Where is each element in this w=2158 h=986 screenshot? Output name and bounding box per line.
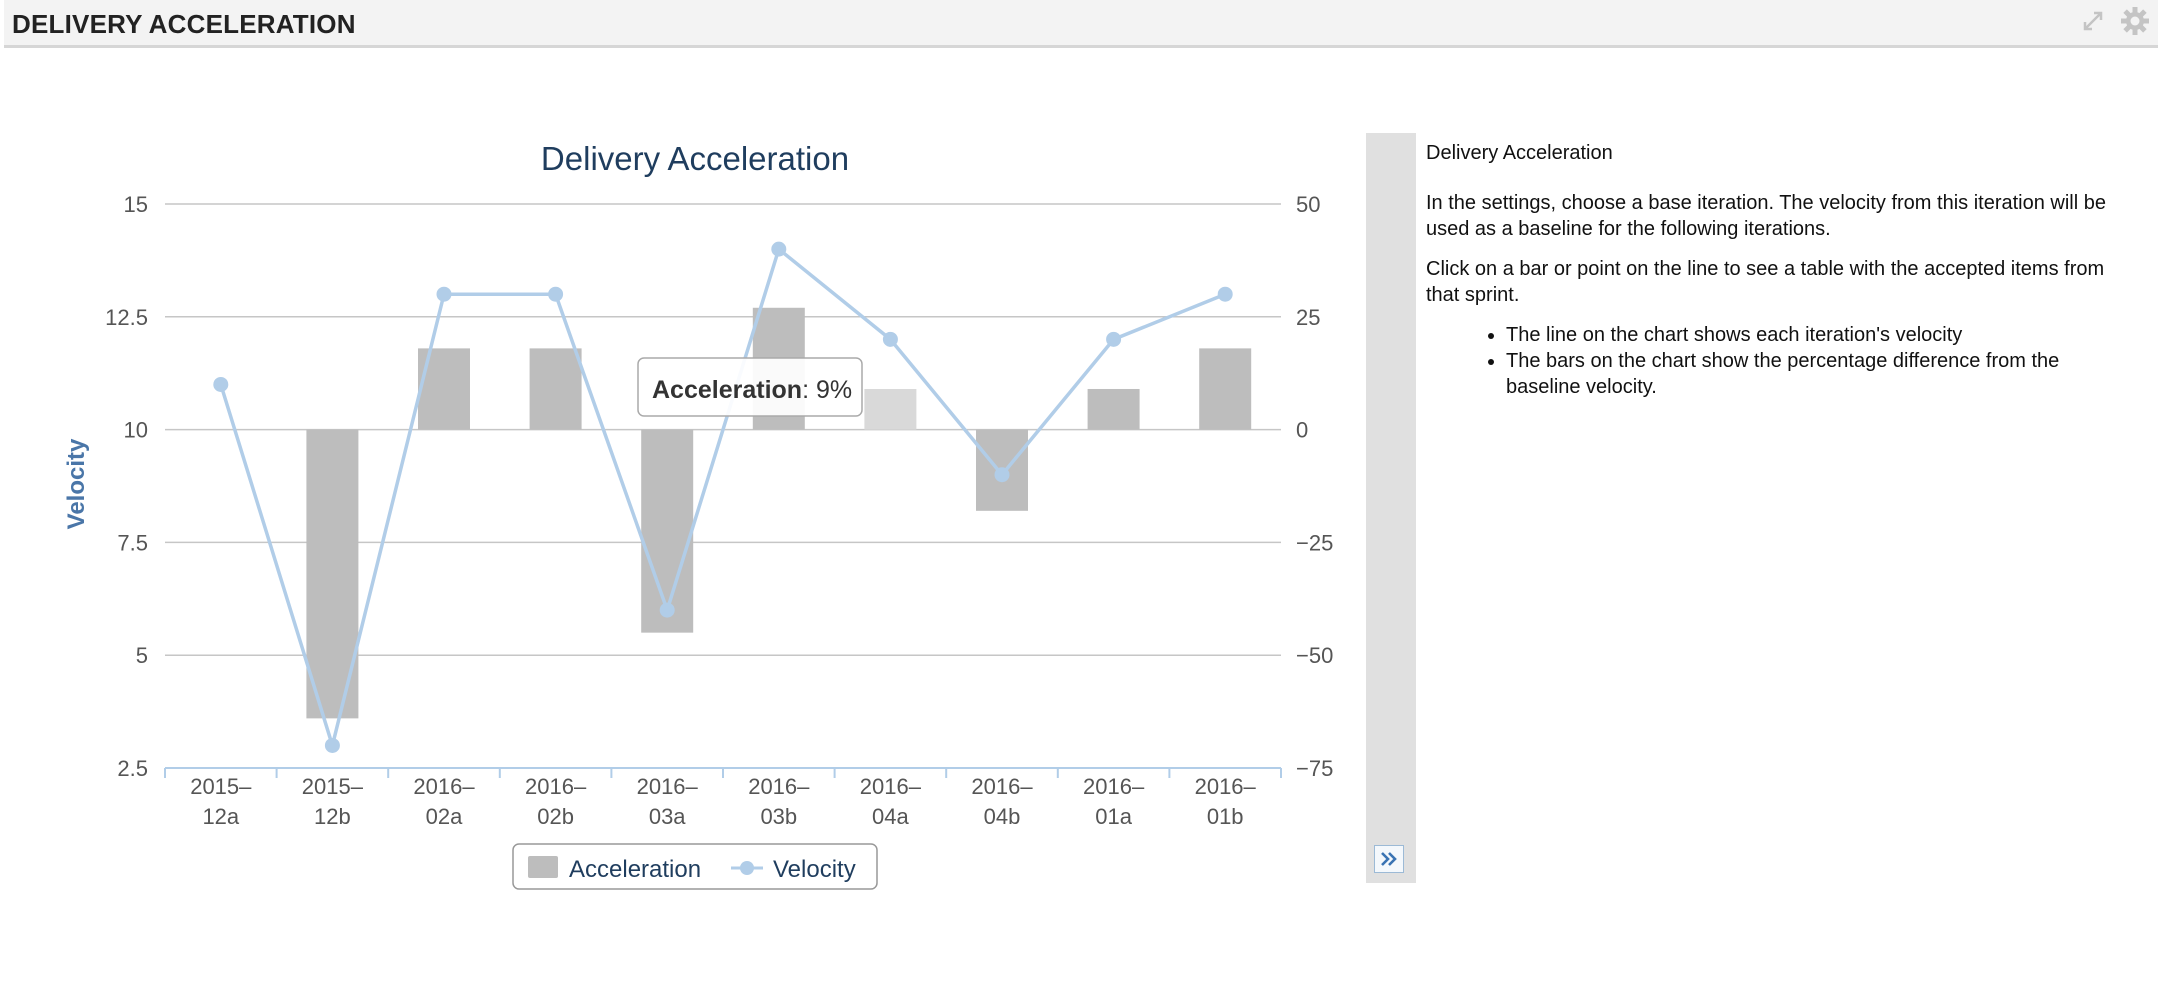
y-right-tick-label: 25 bbox=[1296, 305, 1320, 330]
legend-marker-velocity bbox=[740, 861, 754, 875]
velocity-point[interactable] bbox=[324, 737, 340, 753]
x-tick-label: 2016– bbox=[1083, 774, 1145, 799]
x-tick-label: 2016– bbox=[1195, 774, 1257, 799]
x-tick-label: 02a bbox=[426, 804, 463, 829]
velocity-point[interactable] bbox=[882, 331, 898, 347]
legend-item-acceleration[interactable]: Acceleration bbox=[528, 856, 701, 883]
y-left-tick-label: 10 bbox=[124, 418, 148, 443]
velocity-point[interactable] bbox=[659, 602, 675, 618]
x-tick-label: 04a bbox=[872, 804, 909, 829]
x-tick-label: 03a bbox=[649, 804, 686, 829]
x-tick-label: 2016– bbox=[525, 774, 587, 799]
legend-item-velocity[interactable]: Velocity bbox=[731, 856, 856, 883]
legend-box bbox=[512, 843, 878, 890]
help-panel: Delivery Acceleration In the settings, c… bbox=[1426, 140, 2126, 400]
acceleration-bar[interactable] bbox=[864, 388, 917, 430]
legend: Acceleration Velocity bbox=[512, 843, 878, 890]
y-right-tick-label: −25 bbox=[1296, 530, 1333, 555]
tooltip-text: Acceleration: 9% bbox=[652, 376, 852, 404]
app-title: DELIVERY ACCELERATION bbox=[12, 9, 356, 39]
help-bullet: The bars on the chart show the percentag… bbox=[1506, 348, 2126, 400]
acceleration-bar[interactable] bbox=[1199, 348, 1252, 430]
acceleration-bar[interactable] bbox=[1087, 388, 1140, 430]
velocity-point[interactable] bbox=[994, 467, 1010, 483]
velocity-point[interactable] bbox=[1217, 286, 1233, 302]
help-bullet: The line on the chart shows each iterati… bbox=[1506, 322, 2126, 348]
x-tick-label: 2015– bbox=[302, 774, 364, 799]
velocity-point[interactable] bbox=[771, 241, 787, 257]
legend-label-acceleration: Acceleration bbox=[569, 856, 701, 883]
velocity-line bbox=[219, 246, 1226, 752]
help-bullet-list: The line on the chart shows each iterati… bbox=[1426, 322, 2126, 400]
velocity-point[interactable] bbox=[213, 376, 229, 392]
velocity-point[interactable] bbox=[548, 286, 564, 302]
help-paragraph: In the settings, choose a base iteration… bbox=[1426, 192, 2106, 240]
velocity-line-series bbox=[213, 241, 1233, 753]
y-right-tick-label: −50 bbox=[1296, 643, 1333, 668]
x-tick-label: 03b bbox=[760, 804, 797, 829]
tooltip-box bbox=[637, 357, 863, 417]
x-tick-label: 12b bbox=[314, 804, 351, 829]
y-left-tick-label: 15 bbox=[124, 192, 148, 217]
tooltip-series: Acceleration bbox=[652, 376, 802, 404]
side-panel-rail bbox=[1366, 133, 1416, 883]
tooltip-value: 9% bbox=[816, 376, 852, 404]
y-right-tick-label: −75 bbox=[1296, 756, 1333, 781]
legend-label-velocity: Velocity bbox=[773, 856, 856, 883]
tooltip-separator: : bbox=[802, 376, 816, 404]
acceleration-bar[interactable] bbox=[529, 348, 582, 430]
help-paragraph: Click on a bar or point on the line to s… bbox=[1426, 258, 2105, 306]
velocity-point[interactable] bbox=[436, 286, 452, 302]
y-left-tick-label: 12.5 bbox=[105, 305, 148, 330]
delivery-acceleration-chart: 2.5 5 7.5 10 12.5 15 −75 −50 −25 0 25 50 2015– 12a 201… bbox=[63, 140, 1333, 890]
tooltip: Acceleration: 9% bbox=[637, 357, 863, 417]
axes: 2.5 5 7.5 10 12.5 15 −75 −50 −25 0 25 50 2015– 12a 201… bbox=[105, 192, 1333, 829]
x-tick-label: 2016– bbox=[413, 774, 475, 799]
chart-title: Delivery Acceleration bbox=[541, 140, 849, 177]
x-tick-label: 02b bbox=[537, 804, 574, 829]
expand-icon[interactable] bbox=[2078, 6, 2108, 36]
x-tick-label: 01b bbox=[1207, 804, 1244, 829]
help-title: Delivery Acceleration bbox=[1426, 142, 1613, 164]
x-tick-label: 2016– bbox=[637, 774, 699, 799]
x-tick-label: 2016– bbox=[971, 774, 1033, 799]
double-chevron-right-icon bbox=[1381, 852, 1397, 866]
y-left-tick-label: 5 bbox=[136, 643, 148, 668]
acceleration-bar[interactable] bbox=[641, 429, 694, 633]
y-right-tick-label: 50 bbox=[1296, 192, 1320, 217]
collapse-button[interactable] bbox=[1374, 845, 1404, 873]
y-left-tick-label: 7.5 bbox=[117, 530, 148, 555]
x-tick-label: 2016– bbox=[748, 774, 810, 799]
y-left-tick-label: 2.5 bbox=[117, 756, 148, 781]
y-right-tick-label: 0 bbox=[1296, 418, 1308, 443]
gear-icon[interactable] bbox=[2120, 6, 2150, 36]
x-tick-label: 04b bbox=[984, 804, 1021, 829]
x-tick-label: 01a bbox=[1095, 804, 1132, 829]
velocity-point[interactable] bbox=[1106, 331, 1122, 347]
x-tick-label: 2015– bbox=[190, 774, 252, 799]
widget-header: DELIVERY ACCELERATION bbox=[4, 0, 2158, 48]
x-tick-label: 12a bbox=[202, 804, 239, 829]
y-axis-title-velocity: Velocity bbox=[63, 438, 90, 529]
x-tick-label: 2016– bbox=[860, 774, 922, 799]
legend-swatch-acceleration bbox=[528, 856, 558, 878]
